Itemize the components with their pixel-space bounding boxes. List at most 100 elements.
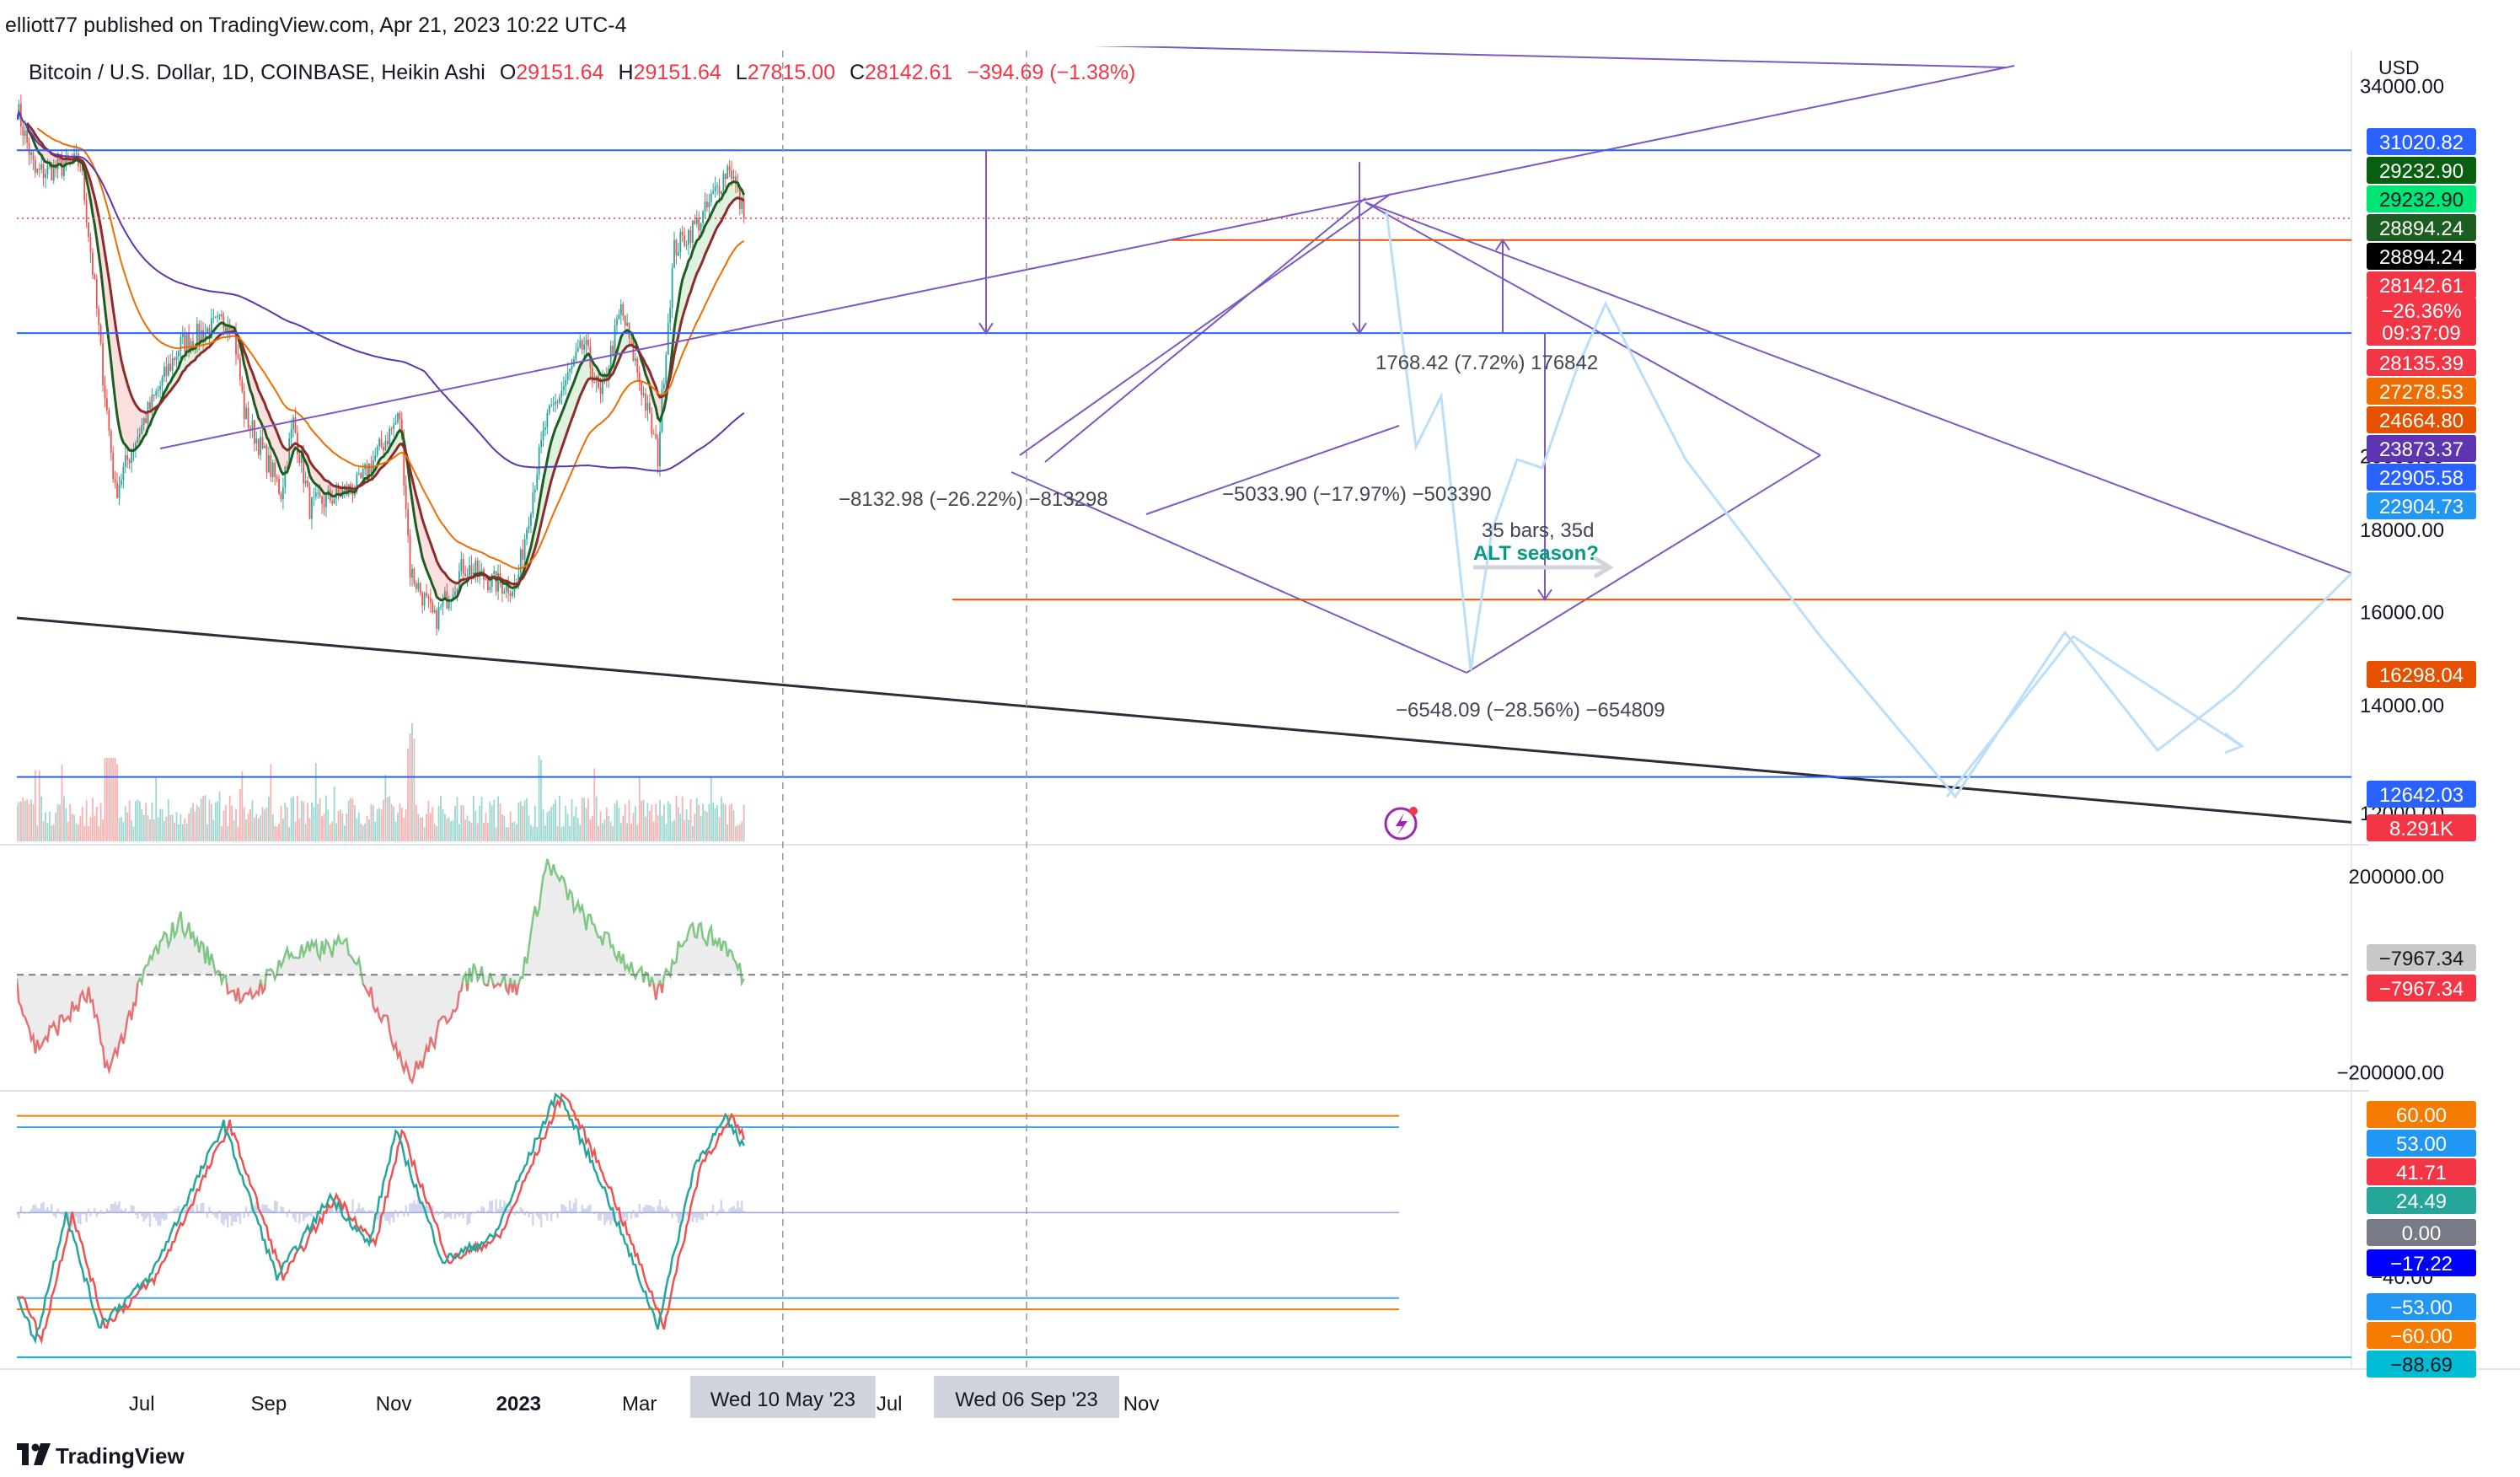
candle (612, 346, 614, 354)
volume-bar (417, 814, 420, 841)
price-label: 28135.39 (2379, 352, 2464, 375)
ma-cloud (705, 222, 707, 255)
wave-histogram-bar (153, 1212, 156, 1217)
price-pane[interactable] (16, 42, 2444, 841)
candle (708, 201, 710, 207)
candle (61, 159, 63, 176)
wave-histogram-bar (306, 1212, 309, 1217)
volume-bar (372, 805, 374, 841)
volume-bar (73, 814, 75, 841)
measure-arrow-3-head (1495, 238, 1510, 251)
ma-cloud (422, 518, 425, 564)
candle (235, 330, 237, 355)
trendline-upper-descending[interactable] (952, 42, 2007, 68)
wave-histogram-bar (489, 1200, 491, 1213)
ma-cloud (571, 382, 574, 419)
candle (634, 358, 636, 361)
projection-upper-line[interactable] (1365, 201, 1821, 456)
candle (196, 323, 198, 347)
oscillator-line-positive[interactable] (17, 858, 745, 1082)
projection-path-alt[interactable] (1945, 634, 2243, 798)
price-label: 31020.82 (2379, 132, 2464, 154)
wave-histogram-bar (230, 1212, 233, 1227)
price-label-bg (2367, 781, 2476, 808)
wave-histogram-bar (115, 1205, 119, 1213)
volume-bar (462, 805, 464, 841)
alert-icon[interactable] (1384, 807, 1418, 841)
wave-histogram-bar (62, 1212, 66, 1217)
candle (532, 492, 534, 514)
wave-histogram-bar (636, 1212, 639, 1218)
channel-lower[interactable] (1019, 193, 1391, 456)
tradingview-logo-icon (17, 1443, 51, 1465)
candle (22, 126, 24, 136)
candle (122, 466, 125, 481)
wave-histogram-bar (608, 1212, 610, 1221)
candle (485, 579, 487, 581)
ema-fast-line[interactable] (25, 126, 746, 602)
candle (503, 591, 506, 593)
ema-long-line[interactable] (36, 127, 745, 570)
candle (669, 308, 672, 324)
wave-histogram-bar (367, 1209, 371, 1213)
price-label: 23873.37 (2379, 438, 2464, 461)
stoch-k-line[interactable] (17, 1092, 745, 1345)
volume-bar (99, 803, 102, 841)
long-term-support-line[interactable] (17, 616, 2444, 830)
trendline-descending-resistance[interactable] (1365, 201, 2351, 574)
ma-cloud (627, 330, 630, 346)
wave-histogram-bar (79, 1212, 82, 1225)
volume-bar (346, 813, 348, 841)
ma-cloud (225, 325, 228, 334)
candle (540, 439, 542, 448)
oscillator-line-negative[interactable] (17, 859, 744, 1085)
volume-bar (121, 817, 122, 841)
candle (685, 244, 688, 246)
candle (667, 323, 669, 355)
measure-label-3: 1768.42 (7.72%) 176842 (1375, 352, 1598, 374)
wave-histogram-bar (394, 1209, 397, 1213)
candle (569, 368, 571, 373)
candle (470, 565, 473, 577)
stoch-pane[interactable] (16, 1092, 2351, 1358)
candle (274, 462, 276, 477)
candle (228, 325, 231, 330)
wave-histogram-bar (89, 1212, 92, 1217)
trendline-rising-wedge[interactable] (159, 65, 2015, 449)
wave-histogram-bar (18, 1212, 20, 1219)
wave-histogram-bar (52, 1212, 55, 1217)
volume-bar (171, 814, 174, 841)
stoch-d-line[interactable] (17, 1092, 745, 1345)
volume-bar (632, 813, 635, 841)
volume-bar (208, 799, 211, 841)
candle (659, 432, 661, 466)
wave-histogram-bar (273, 1200, 276, 1213)
candle (559, 396, 560, 403)
volume-bar (530, 824, 532, 841)
candle (206, 328, 208, 333)
volume-bar (728, 805, 731, 841)
ema-slow-line[interactable] (25, 122, 745, 586)
projection-drop-line[interactable] (1011, 471, 1467, 674)
ma-cloud (441, 568, 443, 600)
candle (142, 418, 145, 426)
projection-path[interactable] (1385, 210, 2351, 799)
wave-histogram-bar (270, 1209, 272, 1213)
wave-histogram-bar (228, 1212, 231, 1217)
candle (571, 365, 573, 369)
candle (679, 231, 682, 252)
volume-bar (591, 816, 593, 841)
price-label: 12642.03 (2379, 784, 2464, 807)
volume-bar (323, 814, 325, 841)
volume-bar (368, 819, 370, 841)
volume-bar (83, 825, 86, 841)
projection-rise-line[interactable] (1466, 454, 1821, 674)
channel-upper[interactable] (1044, 197, 1366, 463)
candle (185, 333, 188, 352)
volume-bar (659, 799, 661, 841)
volume-bar (30, 799, 32, 841)
channel-base-line[interactable] (1145, 425, 1400, 515)
oscillator-pane[interactable] (17, 858, 2351, 1085)
sma-200-line[interactable] (17, 109, 745, 472)
candle (671, 267, 673, 309)
